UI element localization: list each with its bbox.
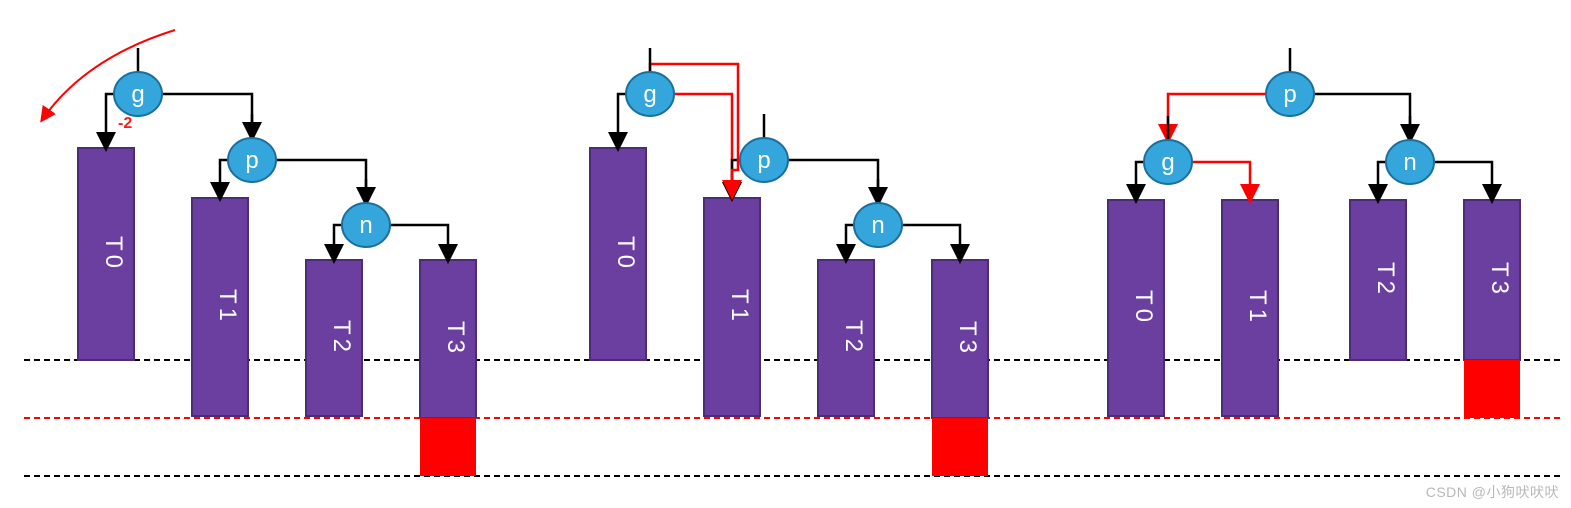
overflow-block xyxy=(932,418,988,476)
tree-node-label: g xyxy=(131,81,144,108)
tree-edge xyxy=(106,94,114,148)
tree-edge xyxy=(1314,94,1410,140)
tree-edge xyxy=(788,160,878,203)
subtree-bar-label: T1 xyxy=(214,289,241,325)
tree-edge xyxy=(334,225,342,260)
tree-edge xyxy=(618,94,626,148)
tree-node-label: n xyxy=(871,212,884,239)
overflow-block xyxy=(1464,360,1520,418)
tree-edge xyxy=(846,225,854,260)
subtree-bar-label: T1 xyxy=(726,289,753,325)
subtree-bar-label: T3 xyxy=(1486,262,1513,298)
tree-edge xyxy=(1378,162,1386,200)
subtree-bar-label: T0 xyxy=(1130,290,1157,326)
tree-edge xyxy=(674,94,732,198)
tree-edge xyxy=(390,225,448,260)
tree-node-label: g xyxy=(643,81,656,108)
subtree-bar-label: T2 xyxy=(328,320,355,356)
subtree-bar-label: T0 xyxy=(100,236,127,272)
tree-node-label: p xyxy=(757,147,770,174)
tree-edge xyxy=(902,225,960,260)
tree-edge xyxy=(1168,94,1266,140)
tree-edge xyxy=(162,94,252,138)
subtree-bar-label: T2 xyxy=(840,320,867,356)
tree-edge xyxy=(1434,162,1492,200)
balance-annotation: -2 xyxy=(118,115,132,132)
tree-node-label: p xyxy=(1283,81,1296,108)
tree-edge xyxy=(1192,162,1250,200)
tree-node-label: n xyxy=(359,212,372,239)
watermark-text: CSDN @小狗吠吠吠 xyxy=(1426,482,1559,502)
subtree-bar-label: T3 xyxy=(442,321,469,357)
tree-node-label: p xyxy=(245,147,258,174)
subtree-bar-label: T1 xyxy=(1244,290,1271,326)
tree-edge xyxy=(220,160,228,198)
tree-edge xyxy=(1136,162,1144,200)
tree-node-label: n xyxy=(1403,149,1416,176)
diagram-canvas: -2 T0 T1 T2 T3 g p n T0 T1 T2 T3 g p n T0 T1 T2 T3 p g n xyxy=(0,0,1571,508)
subtree-bar-label: T2 xyxy=(1372,262,1399,298)
subtree-bar-label: T3 xyxy=(954,321,981,357)
subtree-bar-label: T0 xyxy=(612,236,639,272)
tree-edge xyxy=(276,160,366,203)
overflow-block xyxy=(420,418,476,476)
tree-node-label: g xyxy=(1161,149,1174,176)
